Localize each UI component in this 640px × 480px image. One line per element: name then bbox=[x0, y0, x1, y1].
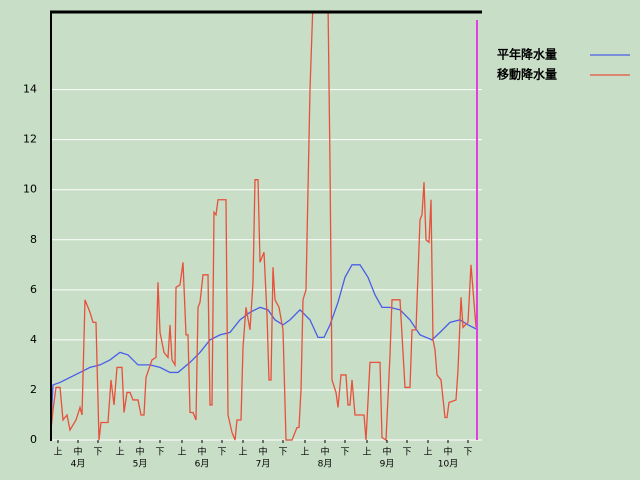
y-tick-label: 10 bbox=[23, 183, 37, 196]
x-tick-label: 上 bbox=[238, 447, 247, 458]
x-tick-label: 上 bbox=[53, 447, 62, 458]
month-label: 5月 bbox=[133, 459, 148, 470]
x-tick-label: 中 bbox=[443, 446, 452, 458]
x-tick-label: 下 bbox=[93, 448, 102, 458]
x-tick-label: 上 bbox=[300, 447, 309, 458]
x-tick-label: 上 bbox=[423, 447, 432, 458]
legend-label: 移動降水量 bbox=[497, 67, 557, 82]
series-line bbox=[50, 264, 479, 441]
month-label: 10月 bbox=[438, 459, 458, 470]
y-tick-label: 0 bbox=[30, 433, 37, 446]
x-tick-label: 下 bbox=[463, 448, 472, 458]
x-tick-label: 中 bbox=[135, 446, 144, 458]
month-label: 4月 bbox=[71, 459, 86, 470]
grid bbox=[50, 89, 482, 441]
x-tick-label: 中 bbox=[197, 446, 206, 458]
x-tick-label: 下 bbox=[402, 448, 411, 458]
y-tick-label: 8 bbox=[30, 233, 37, 246]
y-tick-label: 6 bbox=[30, 283, 37, 296]
legend-label: 平年降水量 bbox=[497, 47, 557, 62]
x-tick-label: 上 bbox=[177, 447, 186, 458]
y-tick-label: 14 bbox=[23, 83, 37, 96]
x-tick-label: 上 bbox=[115, 447, 124, 458]
y-tick-label: 4 bbox=[30, 333, 37, 346]
x-tick-label: 下 bbox=[155, 448, 164, 458]
month-label: 8月 bbox=[318, 459, 333, 470]
x-tick-label: 上 bbox=[362, 447, 371, 458]
month-label: 9月 bbox=[380, 459, 395, 470]
x-tick-label: 中 bbox=[73, 446, 82, 458]
x-tick-label: 下 bbox=[217, 448, 226, 458]
series-line bbox=[50, 12, 478, 442]
x-tick-label: 下 bbox=[340, 448, 349, 458]
x-tick-label: 中 bbox=[258, 446, 267, 458]
x-tick-label: 下 bbox=[278, 448, 287, 458]
labels: 02468101214上中下上中下上中下上中下上中下上中下上中下4月 5月 6月 7月… bbox=[23, 47, 630, 470]
y-tick-label: 2 bbox=[30, 383, 37, 396]
month-label: 7月 bbox=[256, 459, 271, 470]
month-label: 6月 bbox=[195, 459, 210, 470]
x-tick-label: 中 bbox=[320, 446, 329, 458]
x-tick-label: 中 bbox=[382, 446, 391, 458]
plot-area bbox=[50, 12, 479, 442]
y-tick-label: 12 bbox=[23, 133, 37, 146]
